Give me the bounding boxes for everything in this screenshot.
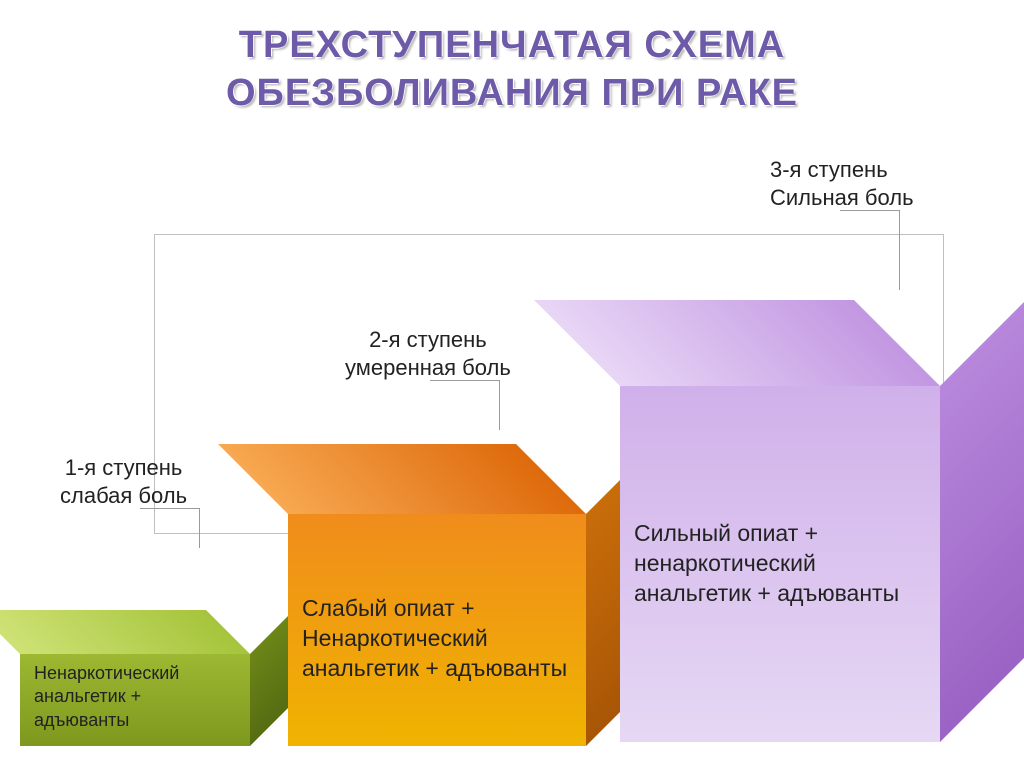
cube-text: Ненаркотический анальгетик + адъюванты [20, 662, 250, 732]
cube-step3: Сильный опиат + ненаркотический анальгет… [620, 300, 1024, 742]
cube-side [940, 300, 1024, 742]
leader-step3 [840, 210, 900, 290]
leader-step2 [430, 380, 500, 430]
step-label-step2: 2-я ступень умеренная боль [345, 326, 511, 381]
cube-top [0, 610, 250, 654]
step-label-step1: 1-я ступень слабая боль [60, 454, 187, 509]
cube-step1: Ненаркотический анальгетик + адъюванты [20, 610, 294, 746]
cube-step2: Слабый опиат + Ненаркотический анальгети… [288, 444, 656, 746]
step-label-step3: 3-я ступень Сильная боль [770, 156, 914, 211]
cube-front: Слабый опиат + Ненаркотический анальгети… [288, 514, 586, 746]
cube-front: Ненаркотический анальгетик + адъюванты [20, 654, 250, 746]
diagram-stage: Ненаркотический анальгетик + адъюванты 1-… [0, 0, 1024, 767]
cube-text: Сильный опиат + ненаркотический анальгет… [620, 519, 940, 609]
cube-text: Слабый опиат + Ненаркотический анальгети… [288, 594, 586, 684]
cube-front: Сильный опиат + ненаркотический анальгет… [620, 386, 940, 742]
leader-step1 [140, 508, 200, 548]
